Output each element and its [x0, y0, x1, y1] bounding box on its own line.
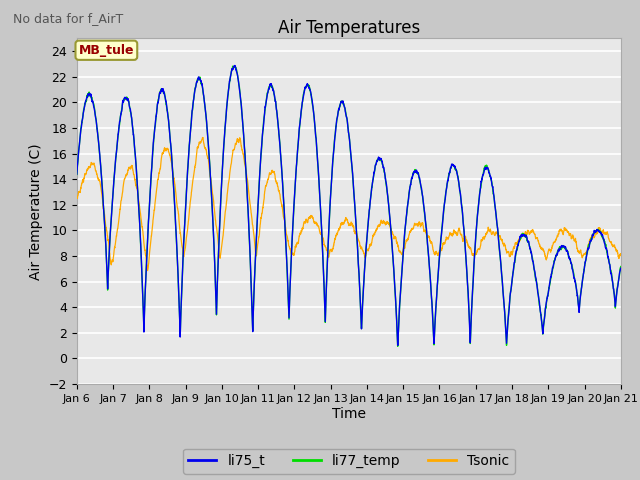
X-axis label: Time: Time [332, 407, 366, 420]
Legend: li75_t, li77_temp, Tsonic: li75_t, li77_temp, Tsonic [183, 449, 515, 474]
Text: No data for f_AirT: No data for f_AirT [13, 12, 123, 25]
Text: MB_tule: MB_tule [79, 44, 134, 57]
Title: Air Temperatures: Air Temperatures [278, 19, 420, 37]
Y-axis label: Air Temperature (C): Air Temperature (C) [29, 143, 43, 279]
